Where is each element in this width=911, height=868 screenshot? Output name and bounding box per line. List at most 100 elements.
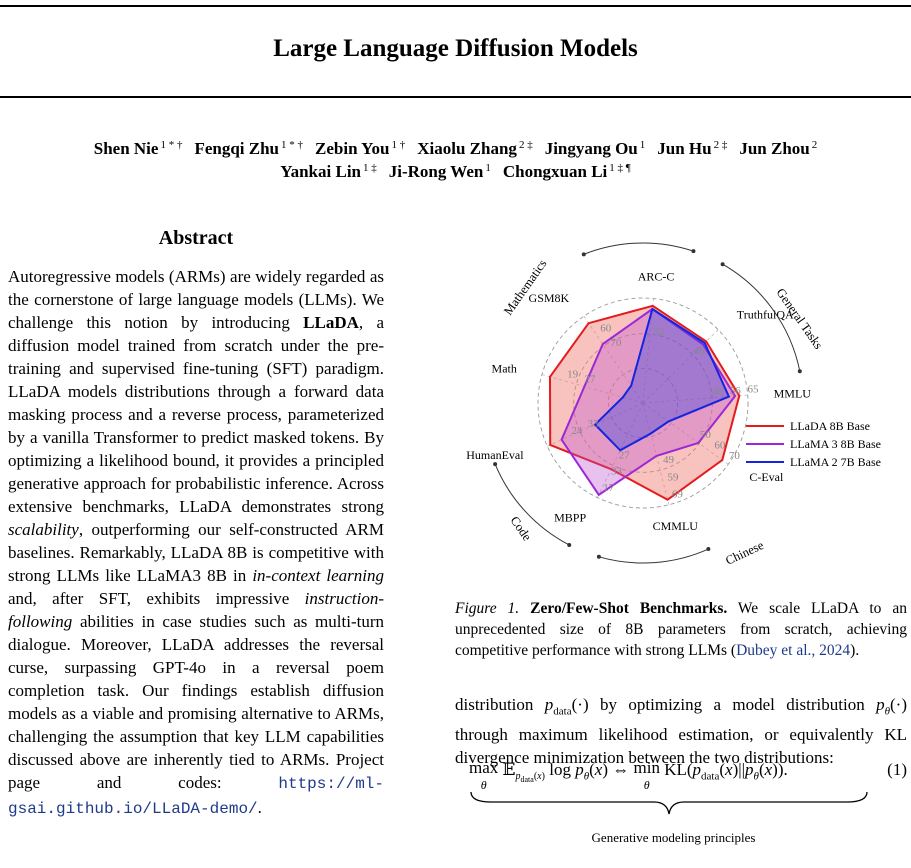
underbrace-label: Generative modeling principles	[591, 830, 756, 845]
group-arc-end	[691, 249, 696, 254]
tick-label: 56	[730, 385, 742, 397]
tick-label: 52	[653, 326, 664, 338]
author-list-line-2: Yankai Lin 1 ‡ Ji-Rong Wen 1 Chongxuan Li 1 ‡…	[0, 162, 911, 182]
author-affiliation-marks: 1	[485, 162, 491, 174]
figure-caption: Figure 1. Zero/Few-Shot Benchmarks. We s…	[455, 598, 907, 661]
category-label: MBPP	[554, 510, 586, 524]
tick-label: 50	[700, 429, 712, 441]
tick-label: 27	[584, 373, 596, 385]
tick-label: 70	[729, 450, 741, 462]
group-arc	[722, 263, 801, 372]
abstract-heading: Abstract	[158, 227, 234, 249]
model-name: LLaDA	[303, 313, 359, 332]
tick-label: 60	[714, 439, 726, 451]
tick-label: 59	[667, 471, 679, 483]
grid-circle	[607, 367, 679, 439]
group-arc-end	[720, 262, 725, 267]
caption-text: We scale LLaDA to an unprecedented size …	[455, 600, 907, 659]
category-label: HumanEval	[466, 448, 524, 462]
group-label: Chinese	[723, 538, 766, 568]
caption-label: Figure 1.	[455, 600, 520, 617]
author-name: Zebin You 1 †	[315, 139, 406, 158]
tick-label: 17	[603, 482, 615, 494]
author-name: Xiaolu Zhang 2 ‡	[417, 139, 533, 158]
category-label: GSM8K	[529, 291, 570, 305]
author-name: Fengqi Zhu 1 * †	[194, 139, 304, 158]
author-affiliation-marks: 2 ‡	[518, 139, 533, 151]
author-affiliation-marks: 1 †	[391, 139, 406, 151]
tick-label: 46	[712, 386, 724, 398]
equation-number: (1)	[887, 760, 907, 779]
abstract-text: , a diffusion model trained from scratch…	[8, 313, 384, 516]
group-arc-end	[797, 369, 802, 374]
author-name: Jingyang Ou 1	[544, 139, 646, 158]
author-affiliation-marks: 1 * †	[281, 139, 304, 151]
equation-body: max θ 𝔼pdata(x) log pθ(x) ⇔ min θ KL(pdata…	[469, 758, 788, 792]
emphasis: in-context learning	[252, 566, 384, 585]
author-name: Ji-Rong Wen 1	[388, 162, 491, 181]
abstract-body: Autoregressive models (ARMs) are widely …	[8, 265, 384, 821]
category-label: MMLU	[774, 387, 812, 401]
author-list-line-1: Shen Nie 1 * † Fengqi Zhu 1 * † Zebin You 1 †…	[0, 139, 911, 159]
group-label: Mathematics	[501, 257, 550, 318]
caption-end: ).	[850, 642, 860, 659]
grid-circle	[537, 297, 749, 509]
abstract-text: abilities in case studies such as multi-…	[8, 612, 384, 792]
group-arc-end	[581, 252, 586, 257]
author-name: Yankai Lin 1 ‡	[280, 162, 377, 181]
author-affiliation-marks: 1 ‡ ¶	[609, 162, 631, 174]
tick-label: 24	[571, 425, 583, 437]
author-affiliation-marks: 1	[639, 139, 646, 151]
abstract-text: Autoregressive models (ARMs) are widely …	[8, 267, 384, 332]
group-arc	[494, 463, 570, 546]
top-rule	[0, 5, 911, 7]
group-arc	[598, 548, 709, 564]
tick-label: 70	[610, 337, 622, 349]
category-label: C-Eval	[749, 470, 784, 484]
group-arc	[583, 242, 694, 255]
project-link[interactable]: https://ml-gsai.github.io/LLaDA-demo/	[8, 775, 384, 818]
legend-label: LLaDA 8B Base	[790, 419, 870, 433]
tick-label: 46	[694, 346, 706, 358]
author-affiliation-marks: 2 ‡	[713, 139, 728, 151]
series-polygon	[593, 307, 731, 452]
category-label: TruthfulQA	[737, 307, 794, 321]
tick-label: 19	[567, 369, 579, 381]
category-label: ARC-C	[638, 270, 675, 284]
tick-label: 33	[611, 466, 623, 478]
tick-label: 33	[588, 418, 600, 430]
author-affiliation-marks: 2	[811, 139, 818, 151]
citation-link[interactable]: Dubey et al., 2024	[736, 642, 851, 659]
group-arc-end	[567, 542, 572, 547]
category-label: Math	[492, 362, 517, 376]
title-bottom-rule	[0, 96, 911, 98]
series-polygon	[560, 307, 737, 497]
equation-1: max θ 𝔼pdata(x) log pθ(x) ⇔ min θ KL(pdata…	[455, 758, 907, 850]
author-affiliation-marks: 1 ‡	[363, 162, 377, 174]
author-name: Jun Hu 2 ‡	[657, 139, 728, 158]
caption-title: Zero/Few-Shot Benchmarks.	[530, 600, 728, 617]
tick-label: 60	[600, 322, 612, 334]
abstract-end: .	[257, 798, 262, 817]
legend-label: LLaMA 2 7B Base	[790, 455, 881, 469]
underbrace	[470, 791, 868, 815]
body-paragraph: distribution pdata(·) by optimizing a mo…	[455, 695, 907, 768]
emphasis: scalability	[8, 520, 79, 539]
abstract-text: , outperforming our self-constructed ARM…	[8, 520, 384, 585]
group-arc-end	[706, 547, 711, 552]
author-name: Chongxuan Li 1 ‡ ¶	[502, 162, 631, 181]
group-arc-end	[493, 462, 498, 467]
abstract-text: and, after SFT, exhibits impressive	[8, 589, 305, 608]
tick-label: 49	[663, 454, 675, 466]
emphasis: instruction-following	[8, 589, 384, 631]
author-affiliation-marks: 1 * †	[160, 139, 183, 151]
tick-label: 69	[672, 489, 684, 501]
figure-1: 52 46 46 56 65 50 60 70 49 59 69 27 33 17 33 24 27 19 70 60…	[458, 220, 911, 590]
author-name: Shen Nie 1 * †	[93, 139, 183, 158]
legend-label: LLaMA 3 8B Base	[790, 437, 881, 451]
category-label: CMMLU	[653, 519, 699, 533]
paper-title: Large Language Diffusion Models	[273, 35, 638, 62]
tick-label: 27	[619, 450, 631, 462]
author-name: Jun Zhou 2	[739, 139, 818, 158]
